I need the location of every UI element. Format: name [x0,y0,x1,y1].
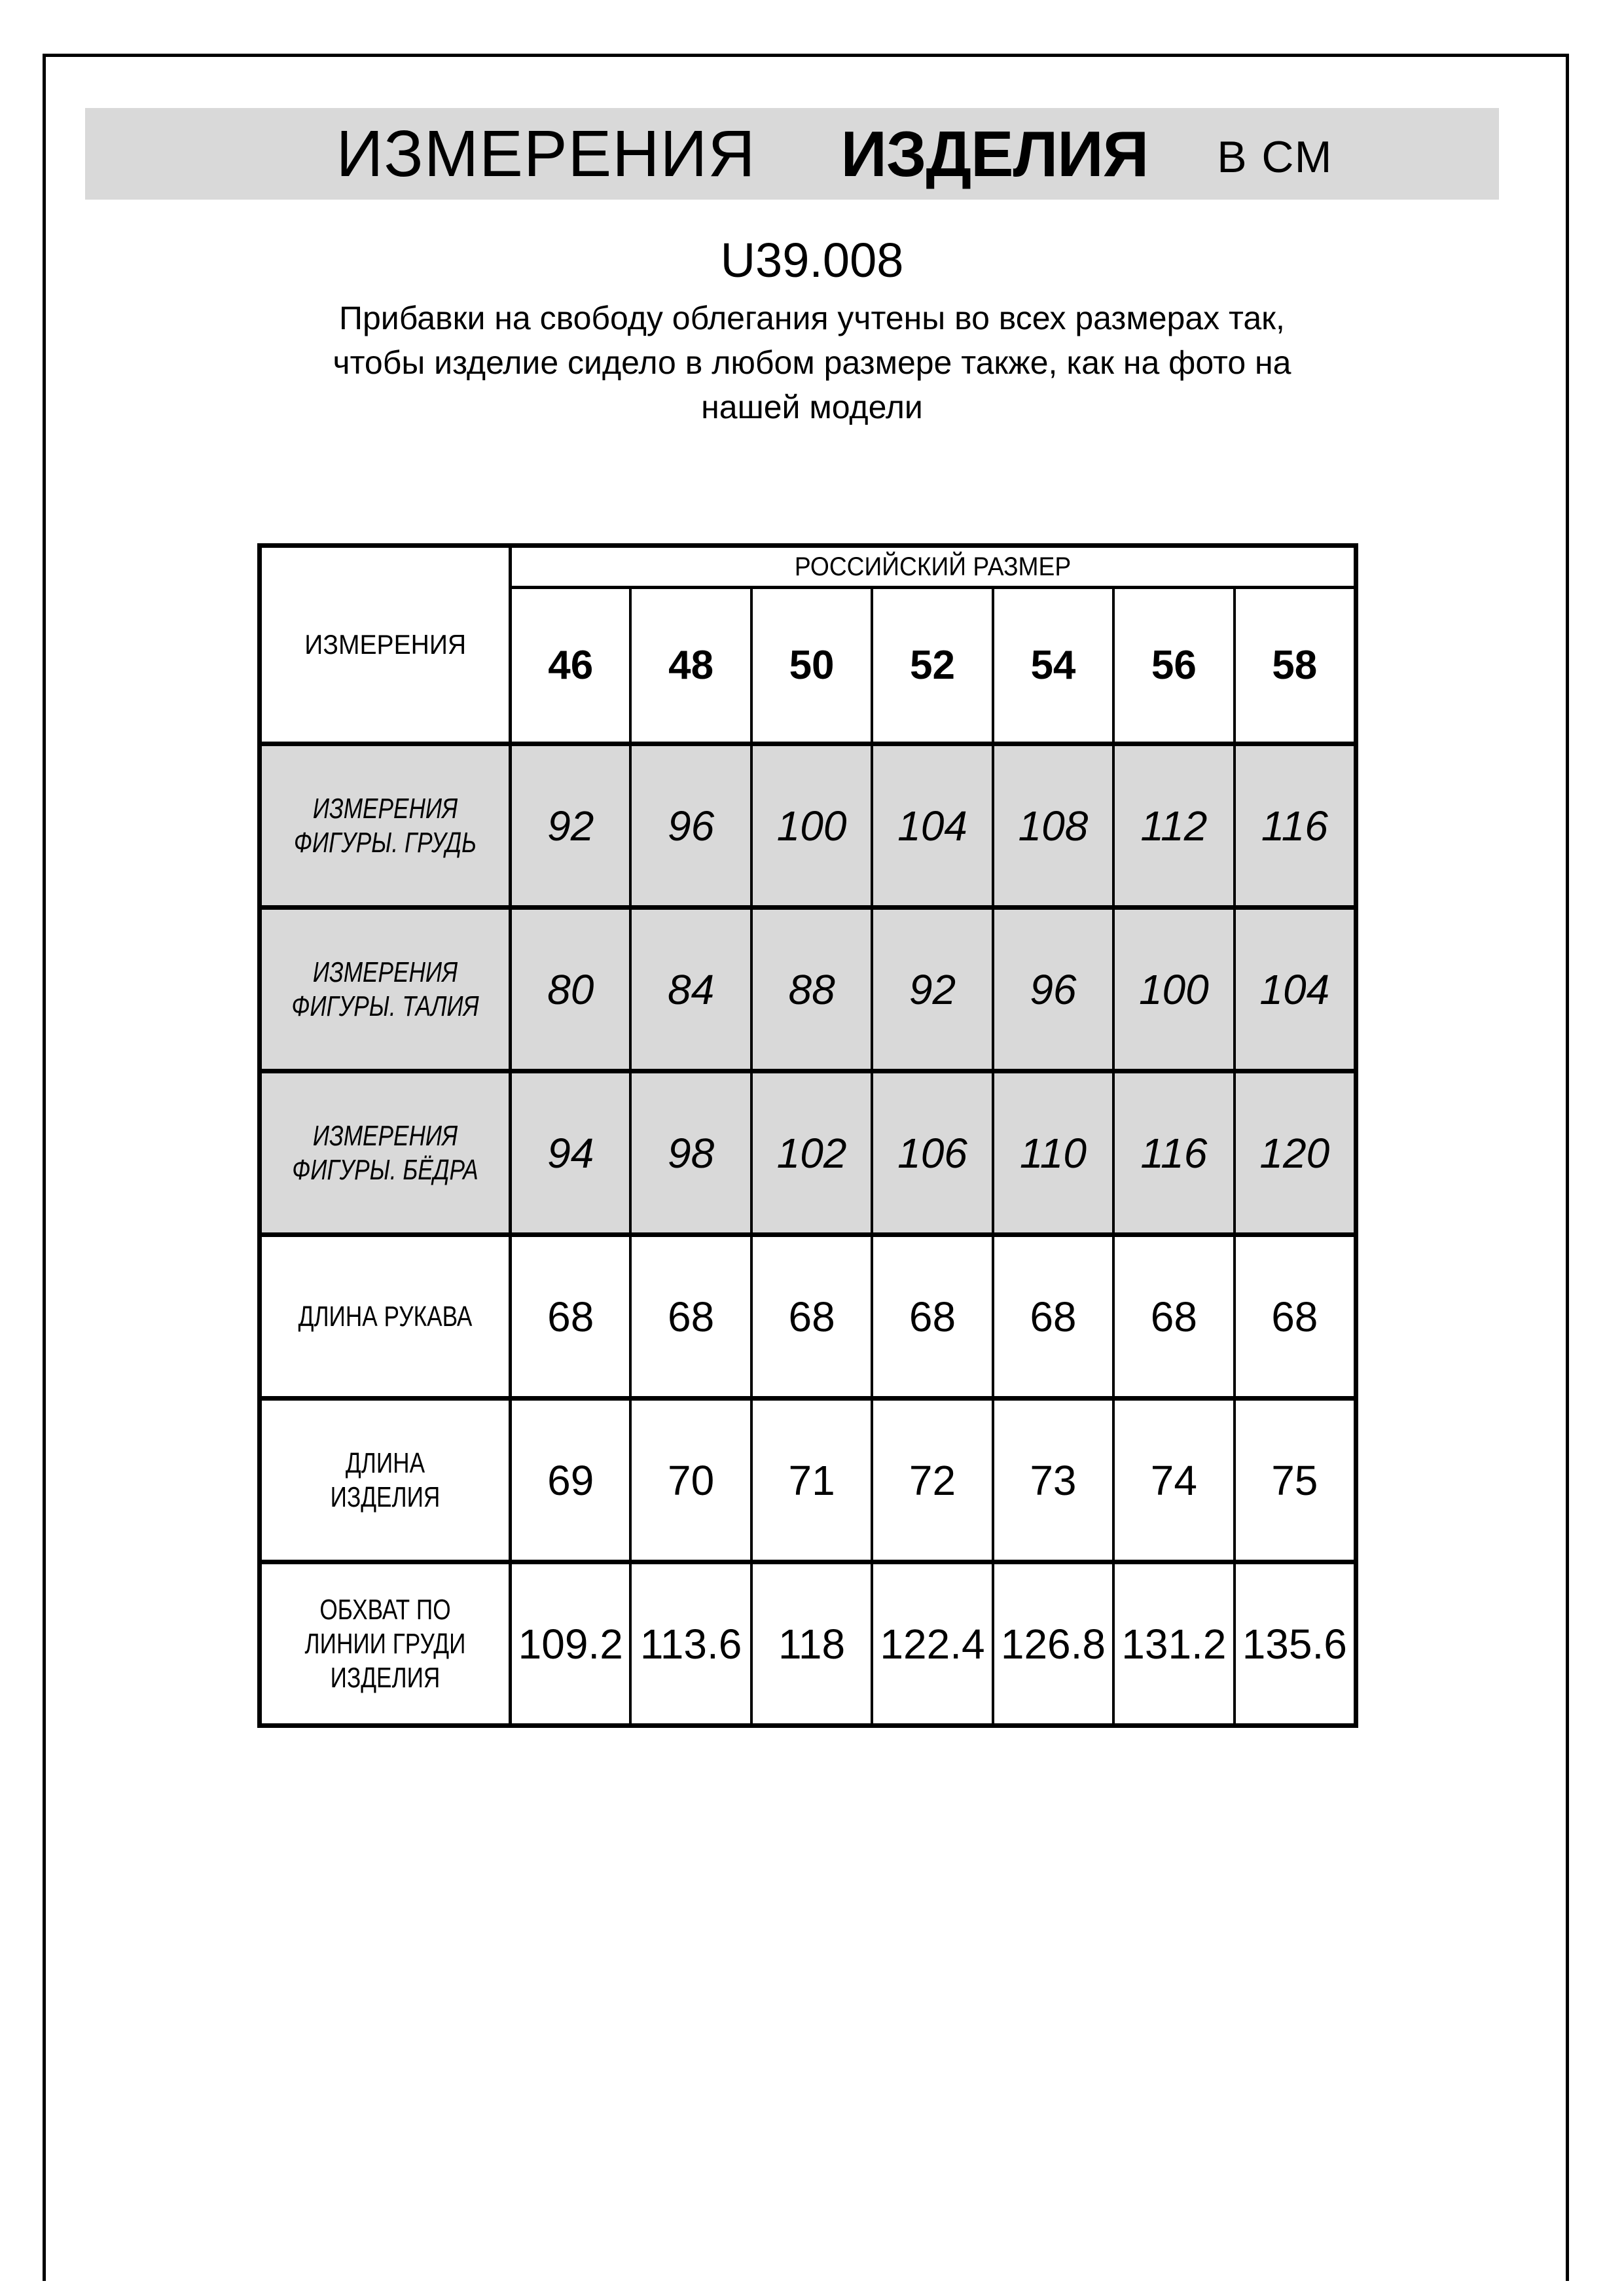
fit-note-line-3: нашей модели [701,389,923,425]
size-header-48: 48 [629,586,750,742]
waist-value-58: 104 [1233,905,1354,1069]
model-code: U39.008 [720,233,904,287]
sleeve-value-54: 68 [991,1232,1113,1396]
russian-size-group-label: РОССИЙСКИЙ РАЗМЕР [794,552,1072,581]
sleeve-value-50: 68 [749,1232,871,1396]
sleeve-value-58: 68 [1233,1232,1354,1396]
length-value-58: 75 [1233,1396,1354,1560]
chest-value-50: 100 [749,742,871,905]
title-units-label: В СМ [1217,132,1333,182]
table-corner-header-label: ИЗМЕРЕНИЯ [304,629,466,660]
row-label-garment-chest-girth: ОБХВАТ ПО ЛИНИИ ГРУДИ ИЗДЕЛИЯ [262,1560,509,1723]
table-corner-header: ИЗМЕРЕНИЯ [262,548,509,742]
hips-value-58: 120 [1233,1069,1354,1232]
row-label-garment-length-text: ДЛИНА ИЗДЕЛИЯ [330,1446,441,1513]
row-label-figure-chest: ИЗМЕРЕНИЯ ФИГУРЫ. ГРУДЬ [262,742,509,905]
size-header-52: 52 [871,586,992,742]
size-table: ИЗМЕРЕНИЯ РОССИЙСКИЙ РАЗМЕР 46 48 50 52 … [257,543,1358,1728]
hips-value-54: 110 [991,1069,1113,1232]
row-label-figure-hips: ИЗМЕРЕНИЯ ФИГУРЫ. БЁДРА [262,1069,509,1232]
chest-value-52: 104 [871,742,992,905]
hips-value-56: 116 [1112,1069,1233,1232]
hips-value-46: 94 [509,1069,630,1232]
size-header-54: 54 [991,586,1113,742]
hips-value-50: 102 [749,1069,871,1232]
sleeve-value-46: 68 [509,1232,630,1396]
fit-note-line-1: Прибавки на свободу облегания учтены во … [339,300,1285,336]
hips-value-48: 98 [629,1069,750,1232]
size-header-58: 58 [1233,586,1354,742]
hips-value-52: 106 [871,1069,992,1232]
size-header-56: 56 [1112,586,1233,742]
size-header-50: 50 [749,586,871,742]
row-label-figure-waist: ИЗМЕРЕНИЯ ФИГУРЫ. ТАЛИЯ [262,905,509,1069]
sleeve-value-52: 68 [871,1232,992,1396]
row-label-garment-length: ДЛИНА ИЗДЕЛИЯ [262,1396,509,1560]
row-label-figure-chest-text: ИЗМЕРЕНИЯ ФИГУРЫ. ГРУДЬ [293,792,477,859]
waist-value-54: 96 [991,905,1113,1069]
sleeve-value-48: 68 [629,1232,750,1396]
length-value-46: 69 [509,1396,630,1560]
row-label-sleeve-length-text: ДЛИНА РУКАВА [298,1300,473,1333]
chest-value-46: 92 [509,742,630,905]
size-header-46: 46 [509,586,630,742]
girth-value-52: 122.4 [871,1560,992,1723]
row-label-sleeve-length: ДЛИНА РУКАВА [262,1232,509,1396]
girth-value-58: 135.6 [1233,1560,1354,1723]
length-value-50: 71 [749,1396,871,1560]
title-banner: ИЗМЕРЕНИЯ ИЗДЕЛИЯ В СМ [85,108,1499,200]
waist-value-56: 100 [1112,905,1233,1069]
fit-note-line-2: чтобы изделие сидело в любом размере так… [333,344,1291,381]
fit-note: Прибавки на свободу облегания учтены во … [0,296,1624,429]
girth-value-48: 113.6 [629,1560,750,1723]
sleeve-value-56: 68 [1112,1232,1233,1396]
page-border-frame [43,54,1569,2281]
girth-value-54: 126.8 [991,1560,1113,1723]
row-label-figure-hips-text: ИЗМЕРЕНИЯ ФИГУРЫ. БЁДРА [292,1119,478,1186]
row-label-garment-chest-girth-text: ОБХВАТ ПО ЛИНИИ ГРУДИ ИЗДЕЛИЯ [304,1593,466,1694]
length-value-52: 72 [871,1396,992,1560]
title-word-product: ИЗДЕЛИЯ [840,117,1149,190]
girth-value-56: 131.2 [1112,1560,1233,1723]
russian-size-group-header: РОССИЙСКИЙ РАЗМЕР [509,548,1354,586]
waist-value-50: 88 [749,905,871,1069]
waist-value-52: 92 [871,905,992,1069]
waist-value-48: 84 [629,905,750,1069]
girth-value-50: 118 [749,1560,871,1723]
waist-value-46: 80 [509,905,630,1069]
length-value-48: 70 [629,1396,750,1560]
row-label-figure-waist-text: ИЗМЕРЕНИЯ ФИГУРЫ. ТАЛИЯ [291,956,479,1022]
chest-value-48: 96 [629,742,750,905]
chest-value-56: 112 [1112,742,1233,905]
chest-value-58: 116 [1233,742,1354,905]
title-word-measurements: ИЗМЕРЕНИЯ [336,117,756,190]
chest-value-54: 108 [991,742,1113,905]
length-value-56: 74 [1112,1396,1233,1560]
girth-value-46: 109.2 [509,1560,630,1723]
length-value-54: 73 [991,1396,1113,1560]
